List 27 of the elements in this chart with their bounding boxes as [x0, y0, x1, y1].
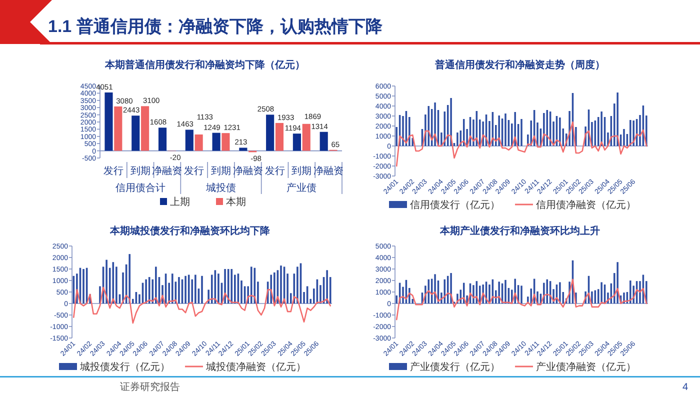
x-tick-label: 发行 — [103, 166, 124, 177]
legend-label: 本期 — [226, 196, 246, 208]
x-tick-label: 发行 — [184, 166, 204, 177]
text: 证券研究报告 — [120, 381, 180, 393]
x-tick-label: 到期 — [292, 165, 312, 177]
chart-title: 本期城投债发行和净融资环比均下降 — [109, 225, 271, 237]
chart-title: 普通信用债发行和净融资走势（周度） — [434, 59, 605, 71]
legend-label: 上期 — [170, 196, 190, 208]
text: 信用债合计 — [115, 182, 166, 194]
x-tick-label: 到期 — [211, 165, 231, 177]
text: 城投债 — [205, 182, 236, 194]
legend-label: 产业债净融资（亿元） — [536, 361, 636, 373]
text: 1.1 普通信用债：净融资下降，认购热情下降 — [48, 16, 384, 36]
x-tick-label: 到期 — [130, 165, 150, 177]
x-tick-label: 净融资 — [314, 165, 344, 177]
chart-title: 本期普通信用债发行和净融资均下降（亿元） — [104, 59, 305, 71]
legend-label: 城投债净融资（亿元） — [205, 361, 306, 373]
legend-label: 信用债净融资（亿元） — [536, 199, 636, 211]
x-tick-label: 净融资 — [232, 165, 263, 177]
chart-title: 本期产业债发行和净融资环比均上升 — [439, 225, 600, 237]
text: 产业债 — [286, 182, 317, 194]
text: 4 — [682, 382, 688, 393]
legend-label: 城投债发行（亿元） — [79, 361, 170, 373]
x-tick-label: 发行 — [264, 166, 285, 177]
legend-label: 信用债发行（亿元） — [410, 199, 500, 211]
x-tick-label: 净融资 — [152, 165, 182, 177]
legend-label: 产业债发行（亿元） — [410, 361, 500, 373]
